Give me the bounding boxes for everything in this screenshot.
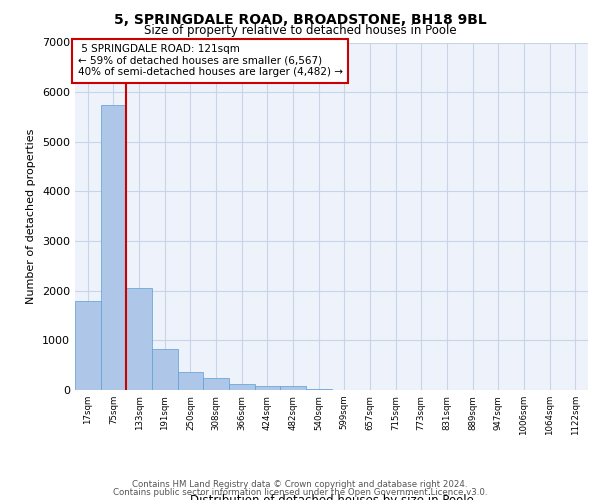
- Bar: [152, 349, 178, 390]
- Bar: [229, 384, 254, 390]
- Text: 5, SPRINGDALE ROAD, BROADSTONE, BH18 9BL: 5, SPRINGDALE ROAD, BROADSTONE, BH18 9BL: [113, 12, 487, 26]
- Text: Size of property relative to detached houses in Poole: Size of property relative to detached ho…: [143, 24, 457, 37]
- Bar: [203, 378, 229, 390]
- Text: Contains public sector information licensed under the Open Government Licence v3: Contains public sector information licen…: [113, 488, 487, 497]
- Bar: [101, 104, 127, 390]
- Bar: [178, 372, 203, 390]
- Text: 5 SPRINGDALE ROAD: 121sqm
← 59% of detached houses are smaller (6,567)
40% of se: 5 SPRINGDALE ROAD: 121sqm ← 59% of detac…: [77, 44, 343, 78]
- Bar: [280, 386, 306, 390]
- Y-axis label: Number of detached properties: Number of detached properties: [26, 128, 37, 304]
- Bar: [306, 388, 331, 390]
- Bar: [254, 386, 280, 390]
- Bar: [75, 300, 101, 390]
- Text: Contains HM Land Registry data © Crown copyright and database right 2024.: Contains HM Land Registry data © Crown c…: [132, 480, 468, 489]
- X-axis label: Distribution of detached houses by size in Poole: Distribution of detached houses by size …: [190, 494, 473, 500]
- Bar: [127, 288, 152, 390]
